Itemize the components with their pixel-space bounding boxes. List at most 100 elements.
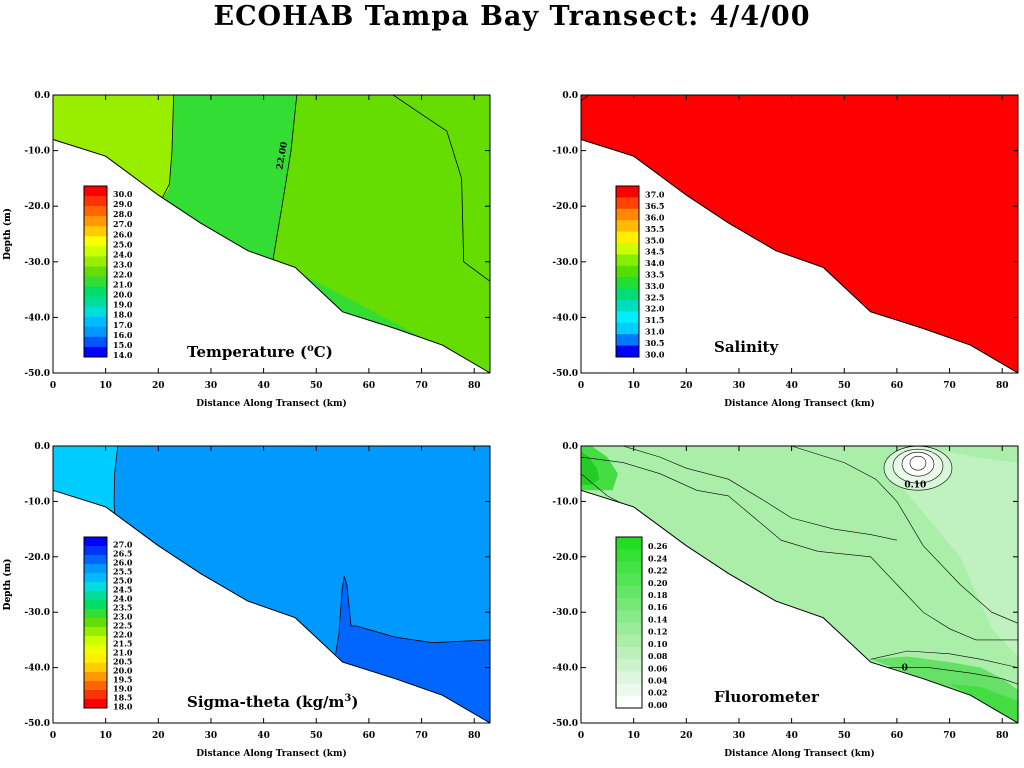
plot-frame	[52, 445, 491, 724]
legend-label: 0.20	[648, 578, 668, 588]
legend-label: 22.5	[113, 621, 132, 631]
legend-label: 32.5	[645, 292, 664, 302]
legend-swatch	[84, 618, 107, 628]
legend-swatch	[616, 220, 639, 232]
legend-swatch	[84, 276, 107, 287]
legend-label: 21.0	[113, 280, 133, 290]
legend-swatch	[616, 610, 642, 623]
x-tick-label: 40	[785, 731, 798, 741]
legend-label: 0.02	[648, 688, 667, 698]
water-zone-west	[53, 95, 174, 201]
plot-frame	[580, 94, 1019, 374]
y-axis-label: Depth (m)	[2, 559, 13, 611]
y-tick-label: -40.0	[552, 313, 578, 323]
y-tick-label: -40.0	[24, 313, 50, 323]
x-tick-label: 60	[363, 731, 376, 741]
legend-label: 21.0	[113, 648, 133, 658]
panel-temperature: 22.00 0 10 20 30 40 50 60 70 80 0.0 -10.0 -20.0 -30.0…	[2, 91, 491, 409]
x-tick-label: 20	[152, 381, 165, 391]
legend-swatch	[616, 537, 642, 550]
legend-label: 26.0	[113, 229, 133, 239]
y-tick-label: -30.0	[24, 258, 50, 268]
panel-title-part: 3	[344, 693, 351, 704]
legend-frame	[615, 185, 640, 358]
legend-label: 0.12	[648, 627, 667, 637]
legend-swatch	[84, 681, 107, 691]
y-tick-label: -30.0	[552, 608, 578, 618]
x-tick-label: 10	[627, 381, 640, 391]
y-tick-label: 0.0	[562, 442, 578, 452]
legend-swatch	[616, 622, 642, 636]
legend-swatch	[84, 346, 107, 358]
legend-swatch	[84, 582, 107, 592]
bottom-profile-line	[580, 489, 1019, 724]
legend-label: 31.5	[645, 315, 664, 325]
legend-swatch	[616, 265, 639, 278]
legend-swatch	[84, 226, 107, 237]
legend-swatch	[84, 316, 107, 328]
x-axis-label: Distance Along Transect (km)	[724, 398, 875, 409]
y-tick-label: 0.0	[34, 91, 50, 101]
legend-label: 29.0	[113, 199, 133, 209]
legend-label: 21.5	[113, 639, 132, 649]
x-tick-label: 50	[310, 381, 323, 391]
legend-label: 26.5	[113, 549, 132, 559]
panel-title-part: Sigma-theta (kg/m	[187, 693, 345, 711]
legend-swatch	[616, 243, 639, 255]
x-tick-label: 70	[415, 381, 428, 391]
legend-swatch	[84, 336, 107, 348]
y-tick-label: -10.0	[24, 497, 50, 507]
legend-label: 19.5	[113, 675, 132, 685]
legend-swatch	[616, 322, 639, 335]
y-tick-label: -10.0	[24, 147, 50, 157]
legend-label: 33.0	[645, 281, 665, 291]
legend-label: 0.24	[648, 553, 668, 563]
legend-label: 37.0	[645, 190, 665, 200]
legend-label: 30.0	[113, 189, 133, 199]
panel-fluorometer: 0.10 0 0 10 20 30 40 50 60 70 800.0-10.0-20.0-30.0…	[2, 442, 1019, 759]
legend-swatch	[616, 311, 639, 324]
x-tick-label: 80	[996, 731, 1009, 741]
contour-line	[791, 445, 1019, 624]
legend-swatch	[616, 573, 642, 587]
panel-title-part: Temperature (	[187, 343, 307, 361]
y-tick-label: -50.0	[24, 369, 50, 379]
plot-frame	[52, 94, 491, 374]
x-tick-label: 30	[733, 731, 746, 741]
legend-swatch	[84, 246, 107, 257]
legend-swatch	[84, 564, 107, 574]
legend-swatch	[84, 663, 107, 673]
legend-label: 18.0	[113, 310, 133, 320]
legend-label: 26.0	[113, 558, 133, 568]
legend-label: 0.10	[648, 639, 668, 649]
legend-label: 25.0	[113, 576, 133, 586]
legend-swatch	[616, 634, 642, 648]
legend-frame	[83, 185, 108, 358]
plot-frame	[580, 445, 1019, 724]
x-tick-label: 70	[943, 381, 956, 391]
y-tick-label: -50.0	[552, 369, 578, 379]
legend-swatch	[616, 683, 642, 697]
legend-label: 19.0	[113, 684, 133, 694]
legend-swatch	[84, 206, 107, 217]
panel-sigma-theta: 0 10 20 30 40 50 60 70 80 0.0 -10.0 -20.0 -30.0 -40.0…	[2, 442, 491, 759]
x-tick-label: 40	[785, 381, 798, 391]
legend-swatch	[616, 186, 639, 198]
legend-label: 27.0	[113, 219, 133, 229]
legend-swatch	[84, 555, 107, 565]
contour-line	[580, 456, 1018, 641]
panel-title-part: Salinity	[714, 338, 779, 356]
contour-line	[392, 94, 491, 282]
legend-swatch	[616, 561, 642, 574]
legend-label: 23.0	[113, 612, 133, 622]
x-tick-label: 50	[838, 731, 851, 741]
legend-label: 0.18	[648, 590, 668, 600]
legend-swatch	[616, 208, 639, 221]
panel-title-part: Fluorometer	[714, 688, 820, 706]
contour-label: 0	[902, 663, 908, 673]
legend-label: 35.0	[645, 235, 665, 245]
legend-swatch	[84, 645, 107, 655]
contour-line	[886, 667, 1019, 685]
water-zone-northeast	[393, 95, 490, 282]
contour-line	[160, 94, 174, 201]
